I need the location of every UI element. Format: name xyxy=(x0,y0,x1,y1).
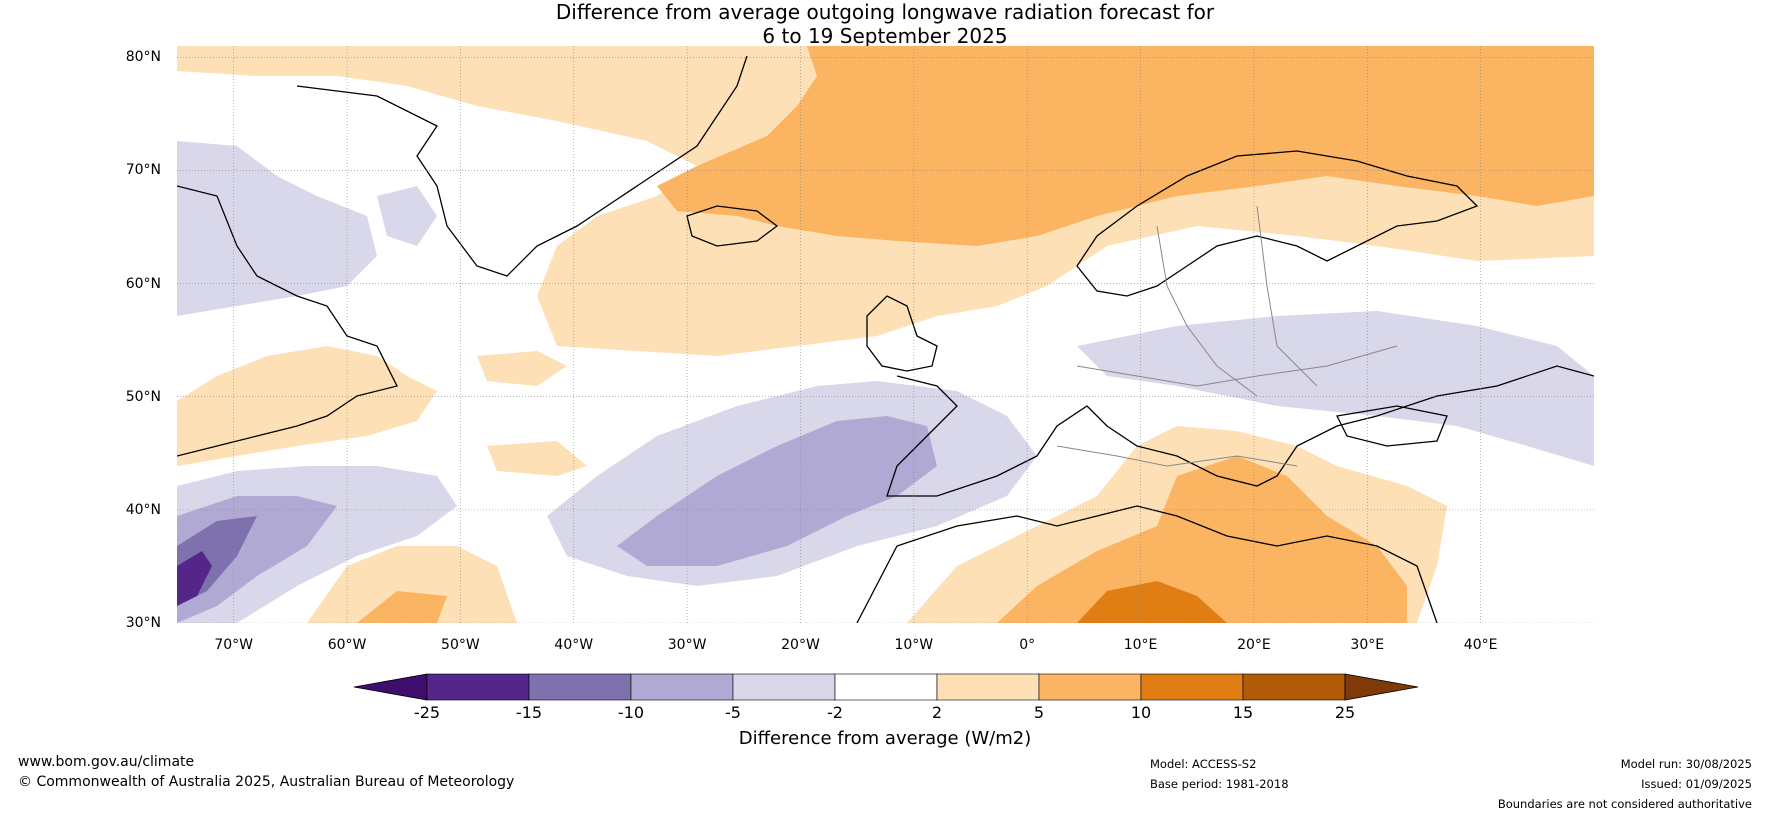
colorbar-segment xyxy=(528,673,632,701)
coastline-iceland xyxy=(686,205,779,247)
title-line-1: Difference from average outgoing longwav… xyxy=(555,0,1215,24)
footer-model-run: Model run: 30/08/2025 xyxy=(1620,757,1752,771)
latitude-label: 60°N xyxy=(125,275,161,292)
colorbar-tick-label: -2 xyxy=(827,703,843,722)
graticule xyxy=(177,46,1594,623)
coastline-scandinavia xyxy=(1076,150,1479,297)
border-2 xyxy=(1256,205,1318,387)
longitude-label: 40°W xyxy=(554,637,594,653)
colorbar-tick-label: 15 xyxy=(1232,703,1254,722)
colorbar-extend-low xyxy=(353,673,428,701)
anomaly-region-light-purple-greenland xyxy=(377,186,437,246)
coastlines xyxy=(177,55,1594,623)
colorbar-segment xyxy=(1038,673,1142,701)
longitude-label: 20°E xyxy=(1237,637,1271,653)
anomaly-region-light-purple-labrador-sea xyxy=(177,141,377,316)
anomaly-region-deep-purple-south-west xyxy=(177,551,212,606)
colorbar-tick-label: -15 xyxy=(515,703,543,722)
footer-copyright: © Commonwealth of Australia 2025, Austra… xyxy=(18,774,515,790)
anomaly-map xyxy=(177,46,1594,623)
colorbar-segment xyxy=(1242,673,1346,701)
anomaly-region-orange-north-africa xyxy=(997,456,1407,623)
colorbar-tick-label: 5 xyxy=(1033,703,1045,722)
border-3 xyxy=(1076,345,1398,387)
colorbar-label: Difference from average (W/m2) xyxy=(738,728,1032,749)
colorbar-extend-high xyxy=(1344,673,1419,701)
longitude-label: 10°E xyxy=(1123,637,1158,653)
anomaly-region-light-orange-mid-atlantic xyxy=(487,441,587,476)
latitude-label: 40°N xyxy=(125,501,161,518)
latitude-label: 70°N xyxy=(125,162,161,179)
coastline-north-africa xyxy=(856,505,1438,623)
colorbar-tick-label: 2 xyxy=(931,703,943,722)
anomaly-region-purple-atlantic-core xyxy=(617,416,937,566)
footer-issued: Issued: 01/09/2025 xyxy=(1641,777,1752,791)
colorbar-segment xyxy=(936,673,1040,701)
anomaly-region-dark-orange-africa xyxy=(1077,581,1227,623)
coastline-british-isles xyxy=(866,295,938,372)
colorbar-tick-label: -5 xyxy=(725,703,741,722)
border-4 xyxy=(1056,445,1298,467)
footer-url: www.bom.gov.au/climate xyxy=(18,754,195,770)
colorbar-segment xyxy=(834,673,938,701)
longitude-label: 70°W xyxy=(214,637,254,653)
longitude-label: 60°W xyxy=(327,637,367,653)
colorbar-segment xyxy=(732,673,836,701)
coastline-black-sea xyxy=(1336,405,1448,447)
footer-base-period: Base period: 1981-2018 xyxy=(1150,777,1289,791)
longitude-label: 10°W xyxy=(894,637,934,653)
longitude-label: 0° xyxy=(1019,637,1036,653)
longitude-label: 20°W xyxy=(781,637,820,653)
border-1 xyxy=(1156,225,1258,397)
coastline-canada xyxy=(177,185,398,457)
anomaly-region-light-purple-europe xyxy=(1077,311,1594,466)
longitude-label: 30°W xyxy=(667,637,707,653)
map-panel xyxy=(177,46,1594,623)
colorbar-segment xyxy=(426,673,530,701)
latitude-label: 30°N xyxy=(125,615,161,631)
anomaly-region-orange-small-atlantic xyxy=(357,591,447,623)
latitude-label: 80°N xyxy=(125,49,161,66)
colorbar-tick-label: 10 xyxy=(1130,703,1152,722)
footer-model: Model: ACCESS-S2 xyxy=(1150,757,1257,771)
colorbar-segment xyxy=(1140,673,1244,701)
colorbar-tick-label: -10 xyxy=(617,703,645,722)
latitude-label: 50°N xyxy=(125,388,161,405)
title-line-2: 6 to 19 September 2025 xyxy=(762,24,1008,48)
colorbar-tick-label: -25 xyxy=(413,703,441,722)
anomaly-region-orange-arctic xyxy=(657,46,1594,246)
colorbar-tick-label: 25 xyxy=(1334,703,1356,722)
map-title: Difference from average outgoing longwav… xyxy=(0,0,1770,48)
longitude-label: 40°E xyxy=(1463,637,1498,653)
anomaly-region-light-orange-atlantic-patch xyxy=(477,351,567,386)
coastline-greenland xyxy=(296,55,748,277)
coastline-europe xyxy=(886,365,1594,497)
longitude-label: 50°W xyxy=(441,637,480,653)
longitude-label: 30°E xyxy=(1350,637,1385,653)
footer-disclaimer: Boundaries are not considered authoritat… xyxy=(1497,797,1752,811)
anomaly-region-light-orange-south-atlantic xyxy=(307,546,517,623)
colorbar-segment xyxy=(630,673,734,701)
anomaly-region-light-orange-labrador xyxy=(177,346,437,466)
country-borders xyxy=(1056,205,1398,467)
